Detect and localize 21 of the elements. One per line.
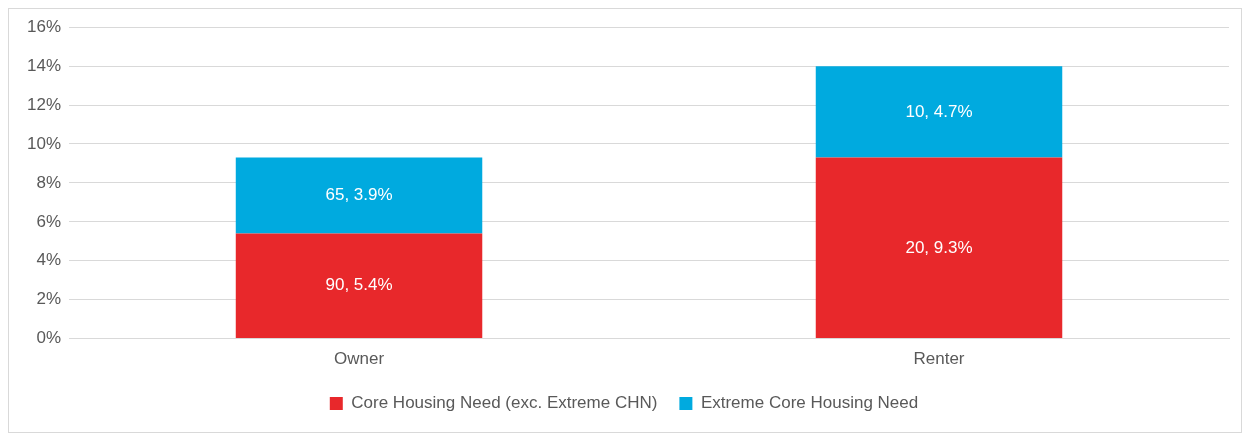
x-tick-label: Owner (333, 349, 385, 369)
data-label: 90, 5.4% (325, 275, 393, 295)
bar (235, 233, 483, 339)
y-tick-label: 6% (36, 211, 62, 231)
y-tick-label: 0% (36, 328, 62, 348)
bar (815, 157, 1063, 339)
y-tick-label: 12% (26, 94, 62, 114)
legend-label: Core Housing Need (exc. Extreme CHN) (351, 393, 658, 413)
y-tick-label: 10% (26, 133, 62, 153)
data-label: 10, 4.7% (905, 101, 973, 121)
bar (235, 157, 483, 234)
bar (815, 66, 1063, 158)
x-tick-label: Renter (913, 349, 965, 369)
legend-label: Extreme Core Housing Need (700, 393, 919, 413)
y-tick-label: 8% (36, 172, 62, 192)
y-tick-label: 16% (26, 16, 62, 36)
data-label: 65, 3.9% (325, 185, 393, 205)
data-label: 20, 9.3% (905, 237, 973, 257)
y-tick-label: 14% (26, 55, 62, 75)
y-tick-label: 2% (36, 289, 62, 309)
y-tick-label: 4% (36, 250, 62, 270)
